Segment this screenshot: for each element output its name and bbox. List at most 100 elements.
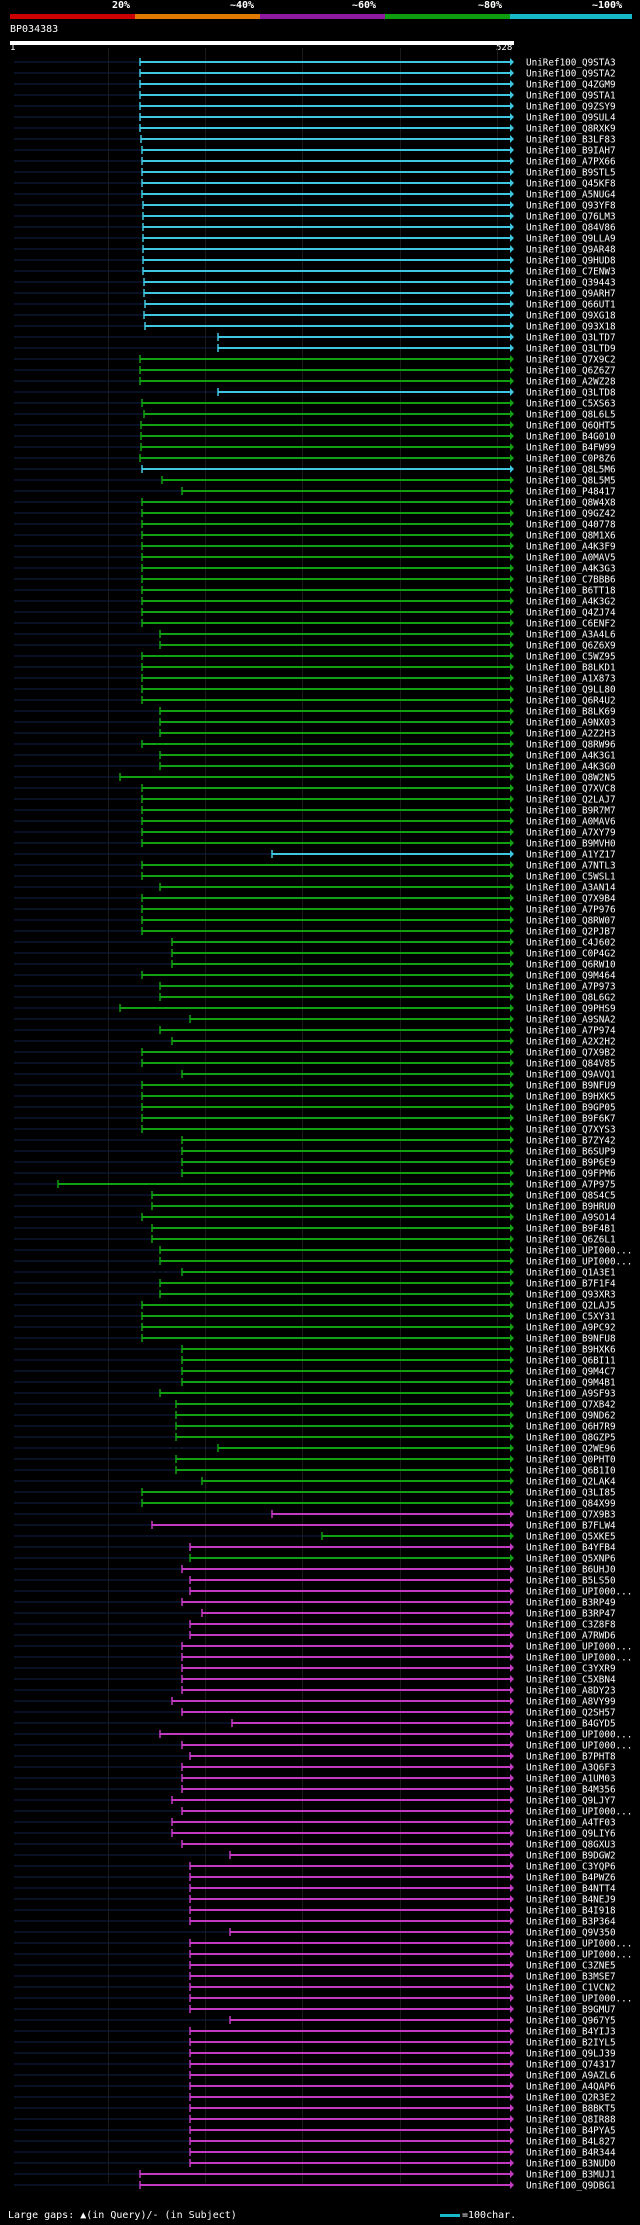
hit-label[interactable]: UniRef100_Q8L5M6: [526, 465, 616, 476]
hit-label[interactable]: UniRef100_Q40778: [526, 520, 616, 531]
hit-label[interactable]: UniRef100_B9GP05: [526, 1103, 616, 1114]
hit-label[interactable]: UniRef100_A2X2H2: [526, 1037, 616, 1048]
hit-label[interactable]: UniRef100_Q9SUL4: [526, 113, 616, 124]
hit-label[interactable]: UniRef100_Q6H7R9: [526, 1422, 616, 1433]
hit-label[interactable]: UniRef100_Q8S4C5: [526, 1191, 616, 1202]
hit-label[interactable]: UniRef100_A7NTL3: [526, 861, 616, 872]
hit-label[interactable]: UniRef100_A3Q6F3: [526, 1763, 616, 1774]
hit-label[interactable]: UniRef100_Q2WE96: [526, 1444, 616, 1455]
hit-label[interactable]: UniRef100_B3P364: [526, 1917, 616, 1928]
hit-label[interactable]: UniRef100_A7P975: [526, 1180, 616, 1191]
hit-label[interactable]: UniRef100_B4PWZ6: [526, 1873, 616, 1884]
hit-label[interactable]: UniRef100_Q8GZP5: [526, 1433, 616, 1444]
hit-label[interactable]: UniRef100_A4K3G3: [526, 564, 616, 575]
hit-label[interactable]: UniRef100_A0MAV5: [526, 553, 616, 564]
hit-label[interactable]: UniRef100_Q8RW07: [526, 916, 616, 927]
hit-label[interactable]: UniRef100_B8LK69: [526, 707, 616, 718]
hit-label[interactable]: UniRef100_Q9STA1: [526, 91, 616, 102]
hit-label[interactable]: UniRef100_A1UM03: [526, 1774, 616, 1785]
hit-label[interactable]: UniRef100_B7ZY42: [526, 1136, 616, 1147]
hit-label[interactable]: UniRef100_C7BBB6: [526, 575, 616, 586]
hit-label[interactable]: UniRef100_A7XY79: [526, 828, 616, 839]
hit-label[interactable]: UniRef100_B4PYA5: [526, 2126, 616, 2137]
hit-label[interactable]: UniRef100_A9NX03: [526, 718, 616, 729]
hit-label[interactable]: UniRef100_Q8L5M5: [526, 476, 616, 487]
hit-label[interactable]: UniRef100_UPI000...: [526, 1653, 632, 1664]
hit-label[interactable]: UniRef100_UPI000...: [526, 1587, 632, 1598]
hit-label[interactable]: UniRef100_Q3LTD8: [526, 388, 616, 399]
hit-label[interactable]: UniRef100_Q2SH57: [526, 1708, 616, 1719]
hit-label[interactable]: UniRef100_Q3LTD9: [526, 344, 616, 355]
hit-label[interactable]: UniRef100_UPI000...: [526, 1642, 632, 1653]
hit-label[interactable]: UniRef100_A7P976: [526, 905, 616, 916]
hit-label[interactable]: UniRef100_B9R7M7: [526, 806, 616, 817]
hit-label[interactable]: UniRef100_Q8W2N5: [526, 773, 616, 784]
hit-label[interactable]: UniRef100_A4QAP6: [526, 2082, 616, 2093]
hit-label[interactable]: UniRef100_C6ENF2: [526, 619, 616, 630]
hit-label[interactable]: UniRef100_Q76LM3: [526, 212, 616, 223]
hit-label[interactable]: UniRef100_B9HXK5: [526, 1092, 616, 1103]
hit-label[interactable]: UniRef100_B3RP47: [526, 1609, 616, 1620]
hit-label[interactable]: UniRef100_B3LF83: [526, 135, 616, 146]
hit-label[interactable]: UniRef100_B6SUP9: [526, 1147, 616, 1158]
hit-label[interactable]: UniRef100_A8DY23: [526, 1686, 616, 1697]
hit-label[interactable]: UniRef100_Q8GXU3: [526, 1840, 616, 1851]
hit-label[interactable]: UniRef100_P48417: [526, 487, 616, 498]
hit-label[interactable]: UniRef100_C5WZ95: [526, 652, 616, 663]
hit-label[interactable]: UniRef100_B3MSE7: [526, 1972, 616, 1983]
hit-label[interactable]: UniRef100_Q6QHT5: [526, 421, 616, 432]
hit-label[interactable]: UniRef100_Q84X99: [526, 1499, 616, 1510]
hit-label[interactable]: UniRef100_Q4ZGM9: [526, 80, 616, 91]
hit-label[interactable]: UniRef100_B4G010: [526, 432, 616, 443]
hit-label[interactable]: UniRef100_B2IYL5: [526, 2038, 616, 2049]
hit-label[interactable]: UniRef100_Q2R3E2: [526, 2093, 616, 2104]
hit-label[interactable]: UniRef100_Q9LIY6: [526, 1829, 616, 1840]
hit-label[interactable]: UniRef100_B9IAH7: [526, 146, 616, 157]
hit-label[interactable]: UniRef100_C5WSL1: [526, 872, 616, 883]
hit-label[interactable]: UniRef100_Q9AR48: [526, 245, 616, 256]
hit-label[interactable]: UniRef100_A9AZL6: [526, 2071, 616, 2082]
hit-label[interactable]: UniRef100_B4YFB4: [526, 1543, 616, 1554]
hit-label[interactable]: UniRef100_A3AN14: [526, 883, 616, 894]
hit-label[interactable]: UniRef100_C1VCN2: [526, 1983, 616, 1994]
hit-label[interactable]: UniRef100_Q2LAK4: [526, 1477, 616, 1488]
hit-label[interactable]: UniRef100_A8VY99: [526, 1697, 616, 1708]
hit-label[interactable]: UniRef100_C3ZNE5: [526, 1961, 616, 1972]
hit-label[interactable]: UniRef100_UPI000...: [526, 1730, 632, 1741]
hit-label[interactable]: UniRef100_B9HRU0: [526, 1202, 616, 1213]
hit-label[interactable]: UniRef100_Q9ARH7: [526, 289, 616, 300]
hit-label[interactable]: UniRef100_A5NUG4: [526, 190, 616, 201]
hit-label[interactable]: UniRef100_B4I918: [526, 1906, 616, 1917]
hit-label[interactable]: UniRef100_Q74317: [526, 2060, 616, 2071]
hit-label[interactable]: UniRef100_Q66UT1: [526, 300, 616, 311]
hit-label[interactable]: UniRef100_B9NFU9: [526, 1081, 616, 1092]
hit-label[interactable]: UniRef100_Q7X9C2: [526, 355, 616, 366]
hit-label[interactable]: UniRef100_B6UHJ0: [526, 1565, 616, 1576]
hit-label[interactable]: UniRef100_A3A4L6: [526, 630, 616, 641]
hit-label[interactable]: UniRef100_UPI000...: [526, 1246, 632, 1257]
hit-label[interactable]: UniRef100_Q9STA2: [526, 69, 616, 80]
hit-label[interactable]: UniRef100_C0P8Z6: [526, 454, 616, 465]
hit-label[interactable]: UniRef100_B4R344: [526, 2148, 616, 2159]
hit-label[interactable]: UniRef100_Q7XB42: [526, 1400, 616, 1411]
hit-label[interactable]: UniRef100_Q7X9B2: [526, 1048, 616, 1059]
hit-label[interactable]: UniRef100_UPI000...: [526, 1741, 632, 1752]
hit-label[interactable]: UniRef100_Q84V85: [526, 1059, 616, 1070]
hit-label[interactable]: UniRef100_B4NTT4: [526, 1884, 616, 1895]
hit-label[interactable]: UniRef100_C0P4G2: [526, 949, 616, 960]
hit-label[interactable]: UniRef100_C5XBN4: [526, 1675, 616, 1686]
hit-label[interactable]: UniRef100_Q9M464: [526, 971, 616, 982]
hit-label[interactable]: UniRef100_Q967Y5: [526, 2016, 616, 2027]
hit-label[interactable]: UniRef100_UPI000...: [526, 1257, 632, 1268]
hit-label[interactable]: UniRef100_Q7XYS3: [526, 1125, 616, 1136]
hit-label[interactable]: UniRef100_B9MVH0: [526, 839, 616, 850]
hit-label[interactable]: UniRef100_UPI000...: [526, 1939, 632, 1950]
hit-label[interactable]: UniRef100_A7P974: [526, 1026, 616, 1037]
hit-label[interactable]: UniRef100_Q6Z6Z7: [526, 366, 616, 377]
hit-label[interactable]: UniRef100_Q6BI11: [526, 1356, 616, 1367]
hit-label[interactable]: UniRef100_Q93YF8: [526, 201, 616, 212]
hit-label[interactable]: UniRef100_C5XY31: [526, 1312, 616, 1323]
hit-label[interactable]: UniRef100_Q7XVC8: [526, 784, 616, 795]
hit-label[interactable]: UniRef100_Q84V86: [526, 223, 616, 234]
hit-label[interactable]: UniRef100_A0MAV6: [526, 817, 616, 828]
